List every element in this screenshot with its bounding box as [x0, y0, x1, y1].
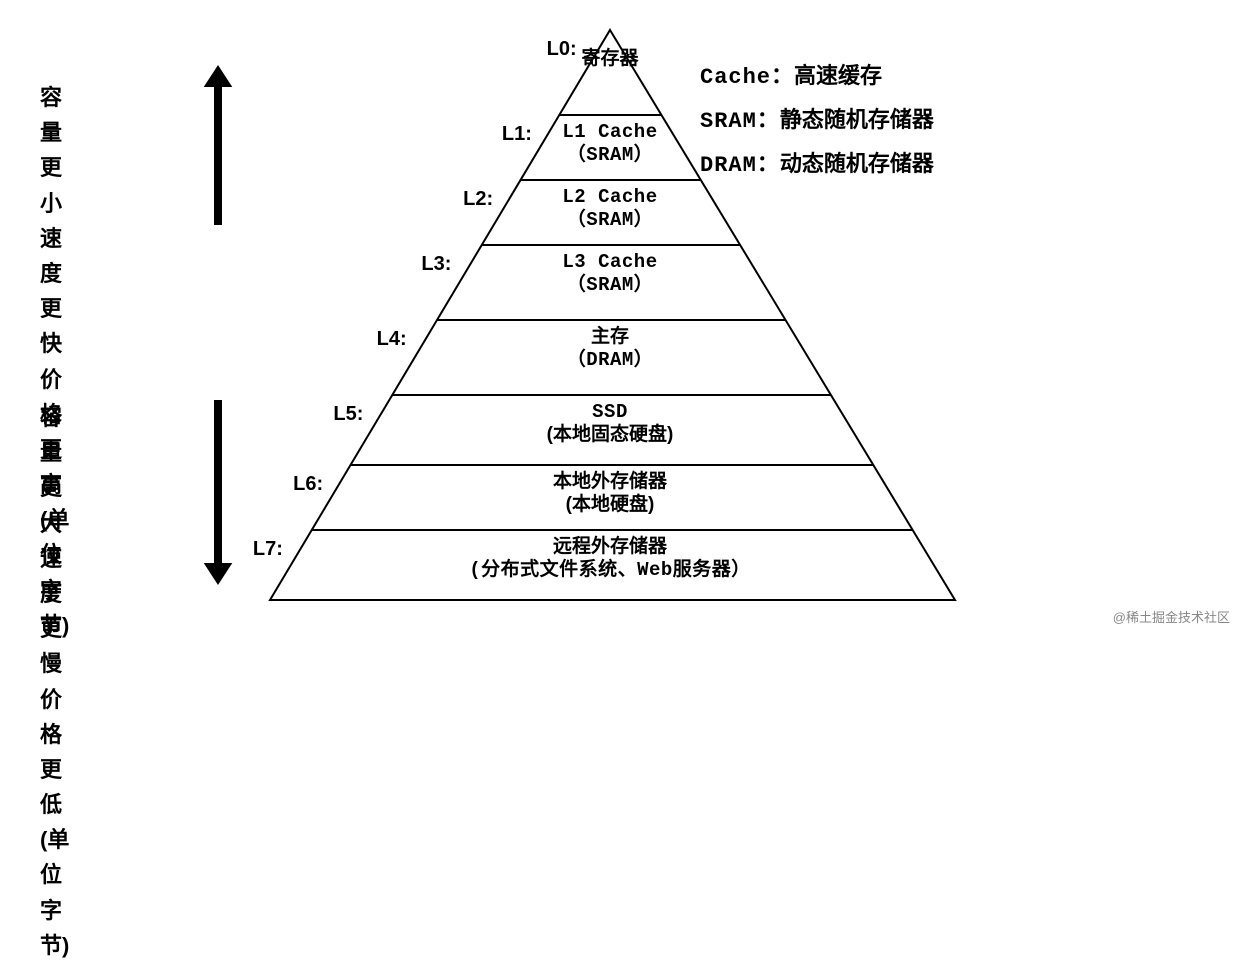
- level-content-5: SSD(本地固态硬盘): [440, 401, 780, 447]
- level-subtitle-5: (本地固态硬盘): [440, 424, 780, 447]
- annotation-bottom-line4: (单位字节): [40, 822, 69, 963]
- level-content-1: L1 Cache（SRAM）: [440, 121, 780, 167]
- level-label-4: L4:: [357, 328, 407, 351]
- level-subtitle-7: (分布式文件系统、Web服务器）: [440, 559, 780, 582]
- level-subtitle-2: （SRAM）: [440, 209, 780, 232]
- level-content-0: 寄存器: [440, 48, 780, 71]
- level-title-7: 远程外存储器: [440, 536, 780, 559]
- annotation-bottom-line1: 容量更大: [40, 400, 69, 541]
- level-title-2: L2 Cache: [440, 186, 780, 209]
- level-content-7: 远程外存储器(分布式文件系统、Web服务器）: [440, 536, 780, 582]
- level-title-6: 本地外存储器: [440, 471, 780, 494]
- legend-value: 静态随机存储器: [780, 107, 934, 132]
- watermark: @稀土掘金技术社区: [1113, 607, 1230, 626]
- level-subtitle-6: (本地硬盘): [440, 494, 780, 517]
- annotation-bottom-line2: 速度更慢: [40, 541, 69, 682]
- level-title-3: L3 Cache: [440, 251, 780, 274]
- level-subtitle-1: （SRAM）: [440, 144, 780, 167]
- level-title-0: 寄存器: [440, 48, 780, 71]
- level-title-1: L1 Cache: [440, 121, 780, 144]
- level-subtitle-3: （SRAM）: [440, 274, 780, 297]
- annotation-top-line1: 容量更小: [40, 80, 69, 221]
- legend-value: 动态随机存储器: [780, 151, 934, 176]
- level-label-5: L5:: [313, 403, 363, 426]
- level-title-5: SSD: [440, 401, 780, 424]
- level-title-4: 主存: [440, 326, 780, 349]
- annotation-bottom: 容量更大 速度更慢 价格更低 (单位字节): [40, 400, 69, 963]
- level-label-7: L7:: [233, 538, 283, 561]
- annotation-top-line2: 速度更快: [40, 221, 69, 362]
- annotation-bottom-line3: 价格更低: [40, 682, 69, 823]
- level-content-6: 本地外存储器(本地硬盘): [440, 471, 780, 517]
- legend-value: 高速缓存: [794, 63, 882, 88]
- level-subtitle-4: （DRAM）: [440, 349, 780, 372]
- level-content-4: 主存（DRAM）: [440, 326, 780, 372]
- level-content-2: L2 Cache（SRAM）: [440, 186, 780, 232]
- level-content-3: L3 Cache（SRAM）: [440, 251, 780, 297]
- level-label-6: L6:: [273, 473, 323, 496]
